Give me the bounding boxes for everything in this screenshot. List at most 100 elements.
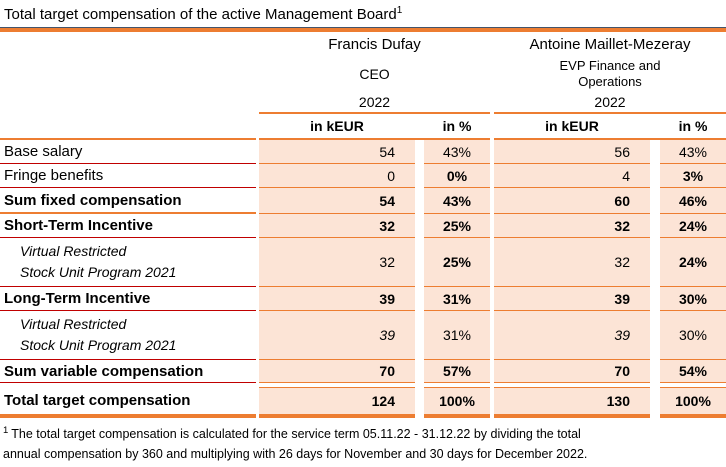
col-gap xyxy=(415,214,424,238)
keur-value: 32 xyxy=(494,214,650,238)
col-gap xyxy=(490,238,494,287)
keur-value: 39 xyxy=(494,287,650,311)
keur-value: 70 xyxy=(494,360,650,383)
col-gap xyxy=(650,387,660,414)
col-gap xyxy=(650,214,660,238)
header-label-spacer xyxy=(0,56,256,92)
row-label: Long-Term Incentive xyxy=(0,287,256,311)
row-label-line: Stock Unit Program 2021 xyxy=(20,337,177,353)
keur-value: 54 xyxy=(259,140,415,164)
person1-year: 2022 xyxy=(259,92,490,114)
footnote-line1: The total target compensation is calcula… xyxy=(11,427,581,442)
table-row: Virtual Restricted Stock Unit Program 202… xyxy=(0,238,726,287)
table-row: Fringe benefits 0 0% 4 3% xyxy=(0,164,726,188)
row-label-line: Stock Unit Program 2021 xyxy=(20,264,177,280)
row-label-line: Virtual Restricted xyxy=(20,316,127,332)
header-roles-row: CEO EVP Finance and Operations xyxy=(0,56,726,92)
person2-role: EVP Finance and Operations xyxy=(494,56,726,92)
divider-segment xyxy=(660,414,726,418)
col-gap xyxy=(490,287,494,311)
divider-segment xyxy=(494,414,650,418)
header-year-row: 2022 2022 xyxy=(0,92,726,114)
header-label-spacer xyxy=(0,114,256,140)
keur-header-person2: in kEUR xyxy=(494,114,650,140)
keur-value: 0 xyxy=(259,164,415,188)
footnote-line2: annual compensation by 360 and multiplyi… xyxy=(3,447,588,462)
pct-value: 24% xyxy=(660,214,726,238)
divider-segment xyxy=(259,414,415,418)
pct-value: 30% xyxy=(660,287,726,311)
row-label: Total target compensation xyxy=(0,387,256,414)
header-units-row: in kEUR in % in kEUR in % xyxy=(0,114,726,140)
pct-value: 43% xyxy=(424,140,490,164)
pct-value: 43% xyxy=(424,188,490,214)
pct-value: 43% xyxy=(660,140,726,164)
table-row: Sum variable compensation 70 57% 70 54% xyxy=(0,360,726,383)
pct-value: 30% xyxy=(660,311,726,360)
col-gap xyxy=(415,188,424,214)
pct-value: 0% xyxy=(424,164,490,188)
table-body: Base salary 54 43% 56 43% Fringe benefits 0 0% 4… xyxy=(0,140,726,414)
col-gap xyxy=(415,387,424,414)
col-gap xyxy=(415,164,424,188)
keur-value: 32 xyxy=(259,214,415,238)
page-title-text: Total target compensation of the active … xyxy=(4,6,397,23)
col-gap xyxy=(650,238,660,287)
divider-segment xyxy=(424,414,490,418)
row-label-line: Total target compensation xyxy=(4,392,191,409)
page-title: Total target compensation of the active … xyxy=(0,0,726,27)
row-label: Virtual Restricted Stock Unit Program 202… xyxy=(0,238,256,287)
col-gap xyxy=(256,164,259,188)
col-gap xyxy=(256,360,259,383)
divider-segment xyxy=(0,414,256,418)
bottom-divider xyxy=(0,414,726,418)
pct-value: 54% xyxy=(660,360,726,383)
col-gap xyxy=(490,387,494,414)
col-gap xyxy=(256,214,259,238)
table-row: Base salary 54 43% 56 43% xyxy=(0,140,726,164)
keur-value: 32 xyxy=(259,238,415,287)
col-gap xyxy=(650,164,660,188)
col-gap xyxy=(256,287,259,311)
table-row: Total target compensation 124 100% 130 100% xyxy=(0,387,726,414)
pct-header-person1: in % xyxy=(424,114,490,140)
footnote: 1 The total target compensation is calcul… xyxy=(0,418,726,464)
row-label-line: Sum fixed compensation xyxy=(4,191,182,209)
top-divider xyxy=(0,27,726,32)
row-label-line: Short-Term Incentive xyxy=(4,217,153,234)
row-label-line: Sum variable compensation xyxy=(4,362,204,380)
header-label-spacer xyxy=(0,92,256,114)
row-label: Short-Term Incentive xyxy=(0,214,256,238)
row-label-line: Base salary xyxy=(4,143,83,160)
person2-name: Antoine Maillet-Mezeray xyxy=(529,35,691,53)
col-gap xyxy=(650,114,660,140)
col-gap xyxy=(256,188,259,214)
col-gap xyxy=(256,140,259,164)
col-gap xyxy=(490,188,494,214)
pct-value: 57% xyxy=(424,360,490,383)
pct-header-person2: in % xyxy=(660,114,726,140)
keur-value: 130 xyxy=(494,387,650,414)
keur-value: 39 xyxy=(259,311,415,360)
col-gap xyxy=(415,287,424,311)
col-gap xyxy=(415,140,424,164)
pct-value: 24% xyxy=(660,238,726,287)
pct-value: 46% xyxy=(660,188,726,214)
title-superscript: 1 xyxy=(396,5,403,16)
header-label-spacer xyxy=(0,32,256,56)
table-row: Short-Term Incentive 32 25% 32 24% xyxy=(0,214,726,238)
table-row: Sum fixed compensation 54 43% 60 46% xyxy=(0,188,726,214)
table-row: Virtual Restricted Stock Unit Program 202… xyxy=(0,311,726,360)
col-gap xyxy=(490,214,494,238)
person1-role: CEO xyxy=(359,66,390,82)
keur-value: 56 xyxy=(494,140,650,164)
keur-value: 124 xyxy=(259,387,415,414)
col-gap xyxy=(256,387,259,414)
col-gap xyxy=(256,238,259,287)
col-gap xyxy=(415,114,424,140)
row-label: Fringe benefits xyxy=(0,164,256,188)
keur-value: 70 xyxy=(259,360,415,383)
col-gap xyxy=(415,360,424,383)
row-label: Virtual Restricted Stock Unit Program 202… xyxy=(0,311,256,360)
footnote-superscript: 1 xyxy=(3,425,9,436)
